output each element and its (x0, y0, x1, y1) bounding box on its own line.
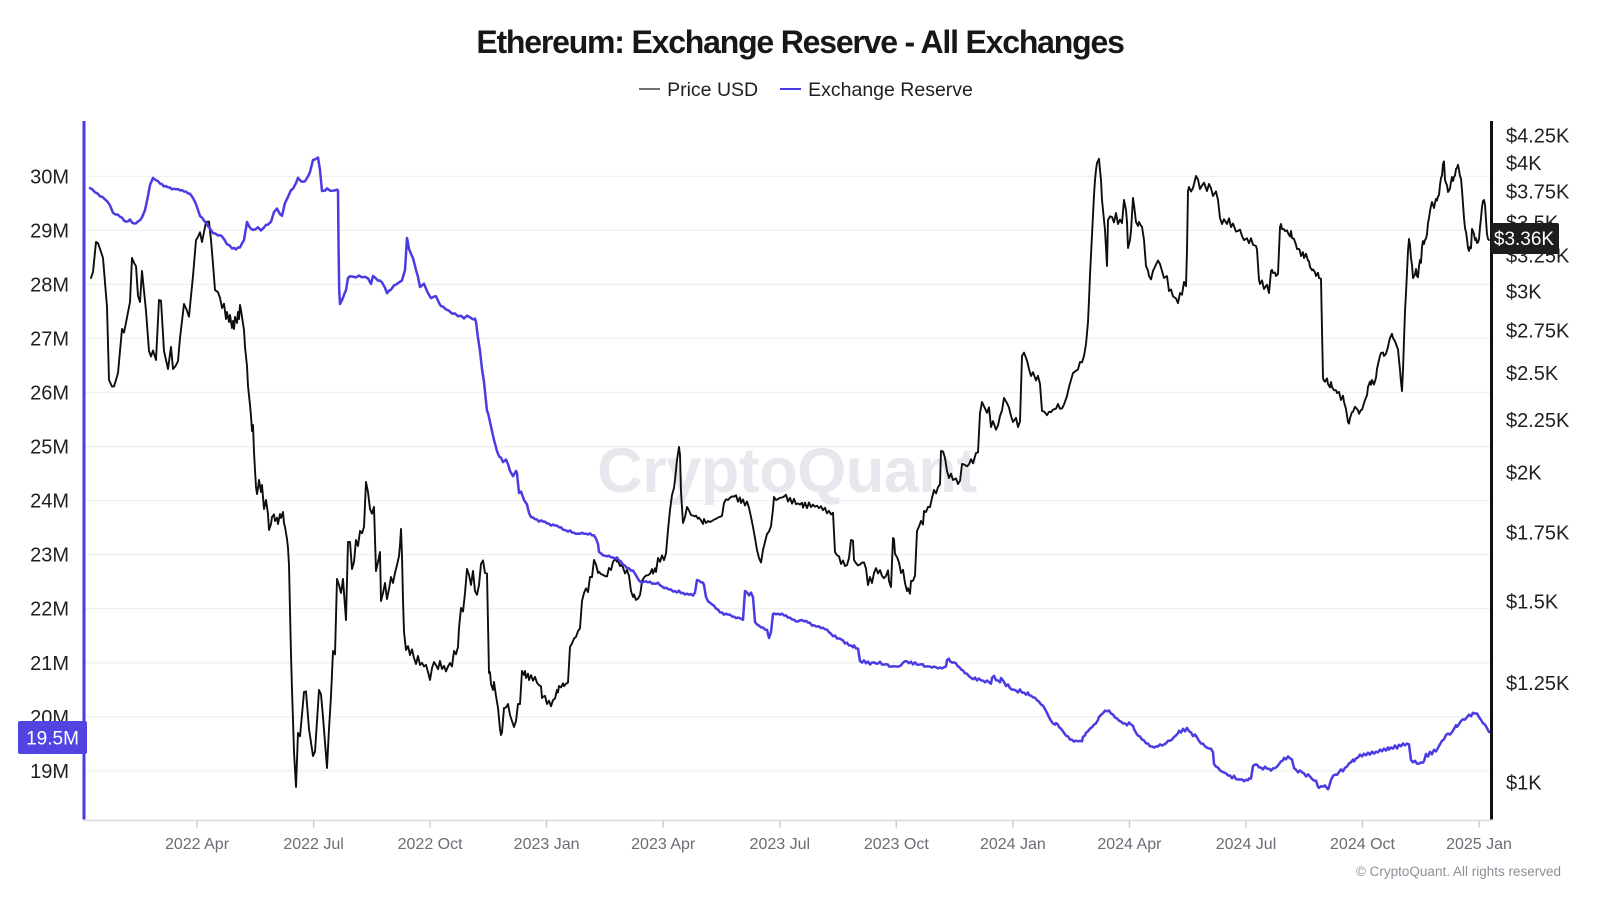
svg-text:2022 Oct: 2022 Oct (398, 836, 463, 853)
svg-text:28M: 28M (30, 274, 69, 296)
svg-text:21M: 21M (30, 653, 69, 675)
svg-text:2024 Oct: 2024 Oct (1330, 836, 1395, 853)
svg-text:27M: 27M (30, 328, 69, 350)
svg-text:2023 Apr: 2023 Apr (631, 836, 696, 853)
svg-text:2022 Jul: 2022 Jul (283, 836, 344, 853)
svg-text:CryptoQuant: CryptoQuant (597, 436, 977, 506)
svg-text:24M: 24M (30, 491, 69, 513)
svg-text:$1.25K: $1.25K (1506, 673, 1570, 695)
svg-text:2023 Jan: 2023 Jan (514, 836, 580, 853)
svg-text:$3K: $3K (1506, 281, 1542, 303)
svg-text:23M: 23M (30, 545, 69, 567)
svg-text:2024 Jul: 2024 Jul (1216, 836, 1277, 853)
svg-text:$2.75K: $2.75K (1506, 320, 1570, 342)
svg-text:2023 Jul: 2023 Jul (750, 836, 811, 853)
svg-text:$2.25K: $2.25K (1506, 410, 1570, 432)
svg-text:19M: 19M (30, 761, 69, 783)
svg-text:30M: 30M (30, 166, 69, 188)
svg-text:$4K: $4K (1506, 153, 1542, 175)
svg-text:22M: 22M (30, 599, 69, 621)
svg-text:26M: 26M (30, 383, 69, 405)
svg-text:29M: 29M (30, 220, 69, 242)
svg-text:$2.5K: $2.5K (1506, 363, 1559, 385)
svg-text:2024 Apr: 2024 Apr (1097, 836, 1162, 853)
svg-text:2025 Jan: 2025 Jan (1446, 836, 1512, 853)
svg-text:2024 Jan: 2024 Jan (980, 836, 1046, 853)
svg-text:2023 Oct: 2023 Oct (864, 836, 929, 853)
svg-text:25M: 25M (30, 437, 69, 459)
svg-text:$2K: $2K (1506, 463, 1542, 485)
svg-text:2022 Apr: 2022 Apr (165, 836, 230, 853)
svg-text:$1K: $1K (1506, 773, 1542, 795)
svg-text:$1.5K: $1.5K (1506, 591, 1559, 613)
svg-text:$3.36K: $3.36K (1494, 229, 1555, 250)
svg-text:$4.25K: $4.25K (1506, 126, 1570, 148)
svg-text:19.5M: 19.5M (26, 729, 79, 750)
svg-text:$3.75K: $3.75K (1506, 182, 1570, 204)
svg-text:$1.75K: $1.75K (1506, 522, 1570, 544)
